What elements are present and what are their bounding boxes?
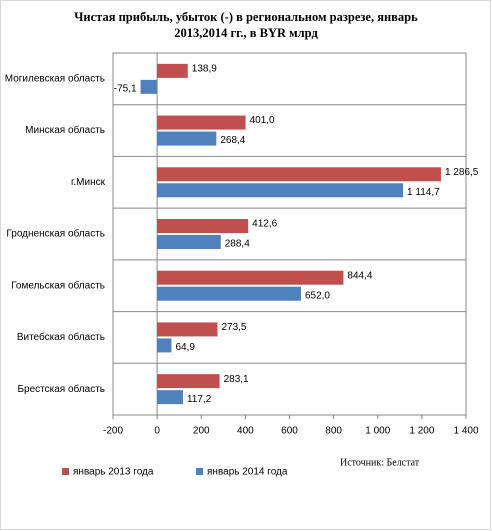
bar <box>157 219 249 233</box>
value-label: 288,4 <box>225 239 250 250</box>
y-tick-label: г.Минск <box>71 177 106 188</box>
value-label: 1 114,7 <box>407 187 440 198</box>
y-tick-label: Брестская область <box>17 383 105 395</box>
x-tick-label: 0 <box>154 426 160 437</box>
value-label: 273,5 <box>221 322 246 333</box>
bar <box>157 235 221 249</box>
legend-swatch <box>62 468 69 475</box>
bar <box>157 63 188 78</box>
bar <box>157 270 344 285</box>
x-tick-label: 200 <box>193 426 210 437</box>
bar <box>157 374 220 389</box>
bar <box>157 322 218 337</box>
bar <box>157 390 183 405</box>
value-label: 268,4 <box>220 135 245 146</box>
bar <box>157 115 246 130</box>
value-label: 412,6 <box>252 219 277 230</box>
x-tick-label: 600 <box>281 426 298 437</box>
x-tick-label: 800 <box>325 426 342 437</box>
chart-title: 2013,2014 гг., в BYR млрд <box>174 26 318 40</box>
value-label: 117,2 <box>187 394 212 405</box>
x-tick-label: 400 <box>237 426 254 437</box>
legend-label: январь 2014 года <box>207 467 288 478</box>
value-label: 138,9 <box>192 63 217 74</box>
y-tick-label: Гомельская область <box>11 279 105 291</box>
y-tick-label: Гродненская область <box>6 228 105 240</box>
bar <box>140 79 158 94</box>
y-tick-label: Витебская область <box>17 331 105 343</box>
source: Источник: Белстат <box>340 457 420 468</box>
value-label: 401,0 <box>250 115 275 126</box>
y-tick-label: Минская область <box>25 124 105 136</box>
value-label: 64,9 <box>175 342 195 353</box>
x-tick-label: 1 000 <box>365 426 390 437</box>
value-label: -75,1 <box>114 83 137 94</box>
x-tick-label: 1 200 <box>409 426 434 437</box>
value-label: 1 286,5 <box>445 167 479 178</box>
value-label: 283,1 <box>224 374 249 385</box>
bar <box>157 183 404 198</box>
bar <box>157 131 217 146</box>
bar <box>157 286 301 301</box>
legend-swatch <box>196 468 203 475</box>
chart-title: Чистая прибыль, убыток (-) в регионально… <box>74 10 418 24</box>
y-tick-label: Могилевская область <box>5 72 105 84</box>
value-label: 844,4 <box>347 270 372 281</box>
legend-label: январь 2013 года <box>73 467 154 478</box>
bar <box>157 167 441 182</box>
x-tick-label: 1 400 <box>453 426 478 437</box>
x-tick-label: -200 <box>103 426 123 437</box>
bar <box>157 338 172 353</box>
value-label: 652,0 <box>305 290 330 301</box>
